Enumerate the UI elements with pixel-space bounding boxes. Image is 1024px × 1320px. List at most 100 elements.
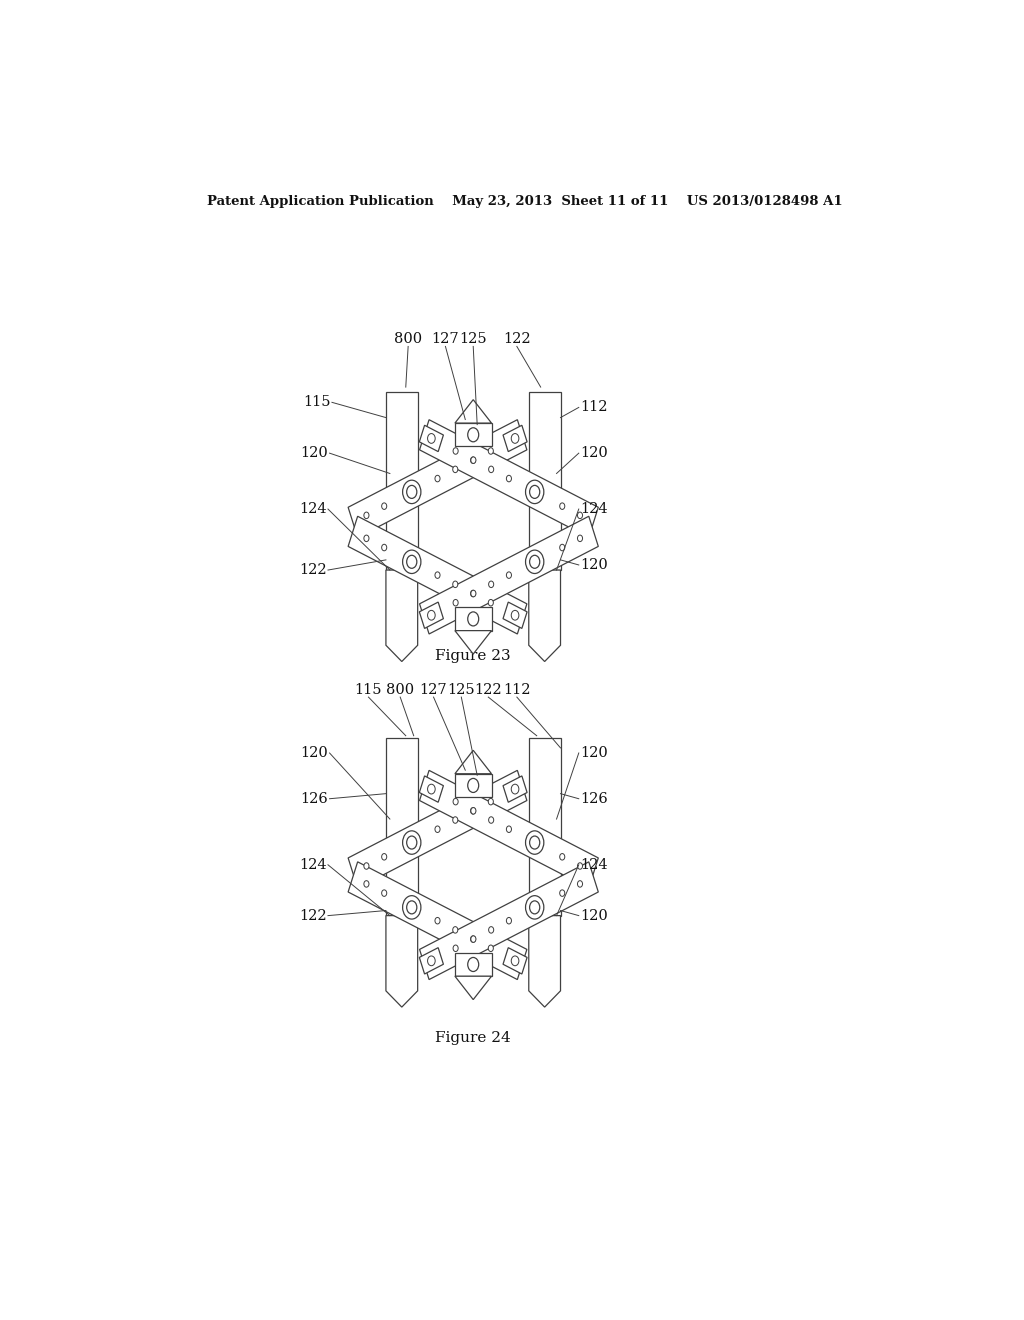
Circle shape: [468, 612, 478, 626]
Circle shape: [382, 503, 387, 510]
Text: 120: 120: [581, 558, 608, 572]
Polygon shape: [420, 602, 443, 628]
Circle shape: [407, 900, 417, 913]
Circle shape: [560, 503, 565, 510]
Circle shape: [364, 535, 369, 541]
Circle shape: [471, 808, 476, 814]
Circle shape: [488, 799, 494, 805]
Circle shape: [470, 936, 475, 942]
Circle shape: [529, 486, 540, 499]
Text: 115: 115: [303, 395, 331, 409]
Polygon shape: [455, 750, 492, 774]
Circle shape: [560, 544, 565, 550]
Circle shape: [407, 836, 417, 849]
Circle shape: [468, 428, 478, 442]
Polygon shape: [386, 738, 418, 916]
Circle shape: [468, 779, 478, 792]
Circle shape: [402, 480, 421, 504]
Circle shape: [435, 954, 440, 961]
Circle shape: [428, 433, 435, 444]
Polygon shape: [528, 392, 560, 570]
Circle shape: [453, 466, 458, 473]
Text: 122: 122: [299, 564, 327, 577]
Circle shape: [506, 609, 511, 615]
Circle shape: [402, 550, 421, 573]
Polygon shape: [455, 774, 492, 797]
Polygon shape: [528, 916, 560, 1007]
Circle shape: [511, 784, 519, 793]
Text: 122: 122: [299, 908, 327, 923]
Circle shape: [453, 581, 458, 587]
Circle shape: [364, 863, 369, 870]
Circle shape: [488, 599, 494, 606]
Text: 124: 124: [581, 858, 608, 871]
Circle shape: [578, 880, 583, 887]
Circle shape: [488, 927, 494, 933]
Circle shape: [511, 610, 519, 620]
Circle shape: [435, 609, 440, 615]
Circle shape: [529, 900, 540, 913]
Circle shape: [471, 457, 476, 463]
Circle shape: [470, 590, 475, 597]
Circle shape: [407, 556, 417, 569]
Circle shape: [506, 954, 511, 961]
Circle shape: [382, 544, 387, 550]
Polygon shape: [348, 771, 527, 888]
Circle shape: [529, 556, 540, 569]
Polygon shape: [503, 425, 527, 451]
Text: Patent Application Publication    May 23, 2013  Sheet 11 of 11    US 2013/012849: Patent Application Publication May 23, 2…: [207, 194, 843, 207]
Polygon shape: [348, 516, 527, 634]
Text: 112: 112: [581, 400, 608, 414]
Text: 124: 124: [299, 502, 327, 516]
Text: 125: 125: [460, 333, 487, 346]
Circle shape: [578, 512, 583, 519]
Circle shape: [382, 890, 387, 896]
Circle shape: [560, 854, 565, 861]
Polygon shape: [420, 425, 443, 451]
Text: Figure 23: Figure 23: [435, 649, 511, 664]
Circle shape: [435, 475, 440, 482]
Circle shape: [488, 581, 494, 587]
Circle shape: [453, 599, 458, 606]
Text: 122: 122: [474, 682, 502, 697]
Text: 120: 120: [581, 746, 608, 760]
Circle shape: [471, 590, 476, 597]
Polygon shape: [503, 776, 527, 803]
Polygon shape: [455, 400, 492, 424]
Circle shape: [471, 936, 476, 942]
Text: 115: 115: [354, 682, 382, 697]
Circle shape: [488, 817, 494, 824]
Circle shape: [407, 486, 417, 499]
Circle shape: [435, 572, 440, 578]
Circle shape: [468, 957, 478, 972]
Circle shape: [507, 572, 511, 578]
Circle shape: [435, 826, 440, 833]
Circle shape: [511, 433, 519, 444]
Circle shape: [428, 956, 435, 966]
Text: 800: 800: [394, 333, 422, 346]
Circle shape: [578, 863, 583, 870]
Circle shape: [402, 830, 421, 854]
Polygon shape: [455, 631, 492, 653]
Text: 122: 122: [503, 333, 530, 346]
Text: 112: 112: [503, 682, 530, 697]
Circle shape: [435, 789, 440, 796]
Circle shape: [453, 799, 458, 805]
Circle shape: [506, 789, 511, 796]
Circle shape: [428, 610, 435, 620]
Polygon shape: [386, 570, 418, 661]
Circle shape: [435, 438, 440, 445]
Text: 126: 126: [300, 792, 328, 805]
Circle shape: [488, 466, 494, 473]
Text: 124: 124: [299, 858, 327, 871]
Circle shape: [364, 512, 369, 519]
Circle shape: [506, 438, 511, 445]
Circle shape: [488, 447, 494, 454]
Polygon shape: [420, 948, 443, 974]
Polygon shape: [348, 862, 527, 979]
Text: 126: 126: [581, 792, 608, 805]
Polygon shape: [455, 424, 492, 446]
Text: 127: 127: [420, 682, 447, 697]
Circle shape: [525, 550, 544, 573]
Text: 120: 120: [300, 746, 328, 760]
